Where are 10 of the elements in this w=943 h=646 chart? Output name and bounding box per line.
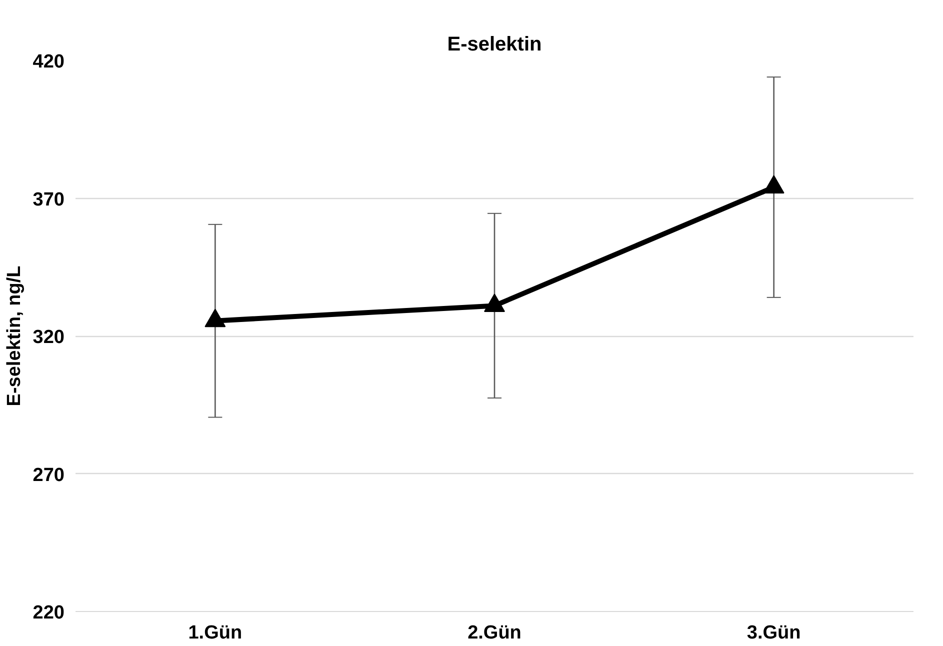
x-tick-label: 2.Gün bbox=[468, 622, 522, 644]
x-tick-label: 3.Gün bbox=[746, 622, 801, 644]
y-tick-label: 370 bbox=[32, 189, 64, 210]
y-axis-title: E-selektin, ng/L bbox=[4, 265, 25, 406]
y-tick-label: 220 bbox=[32, 602, 64, 624]
chart-title: E-selektin bbox=[447, 34, 542, 56]
y-tick-label: 320 bbox=[32, 327, 64, 348]
y-tick-label: 270 bbox=[32, 464, 64, 486]
x-tick-label: 1.Gün bbox=[188, 622, 242, 644]
y-tick-label: 420 bbox=[32, 52, 64, 72]
